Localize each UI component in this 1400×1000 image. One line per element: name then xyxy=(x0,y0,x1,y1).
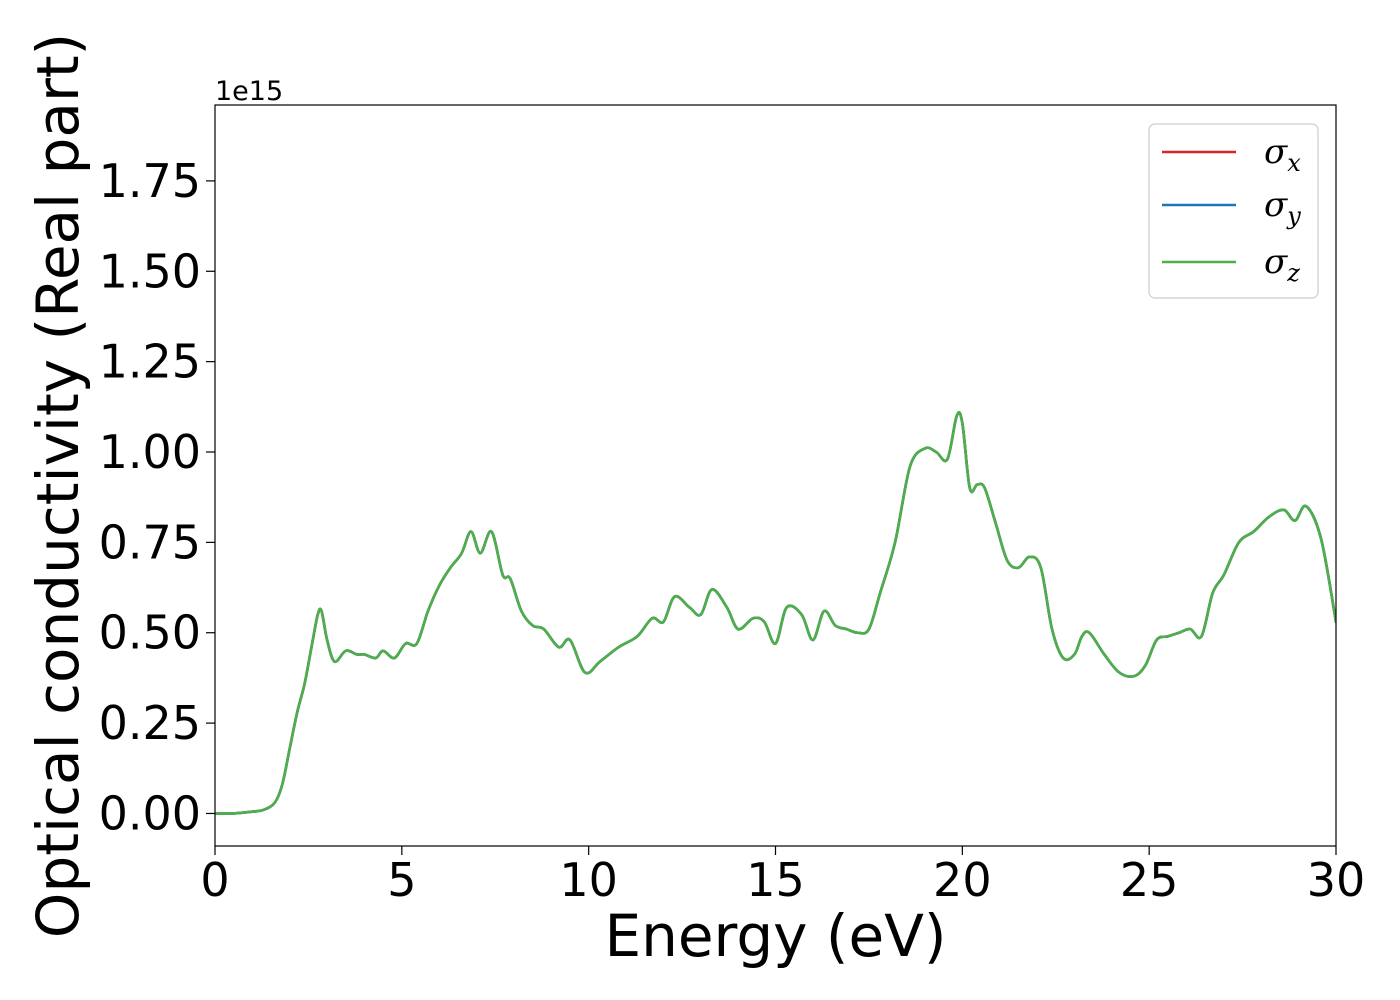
x-axis-label: Energy (eV) xyxy=(604,902,946,970)
y-tick-label: 1.75 xyxy=(99,154,201,208)
legend-label-x: σx xyxy=(1264,132,1301,177)
y-axis-label: Optical conductivity (Real part) xyxy=(24,33,92,938)
y-tick-label: 1.00 xyxy=(99,425,201,479)
x-tick-label: 10 xyxy=(559,853,618,907)
y-tick-label: 1.50 xyxy=(99,244,201,298)
x-tick-label: 20 xyxy=(933,853,992,907)
legend: σx σy σz xyxy=(1148,123,1319,299)
y-tick-label: 1.25 xyxy=(99,335,201,389)
y-axis-offset-text: 1e15 xyxy=(215,76,283,107)
x-tick-label: 30 xyxy=(1307,853,1366,907)
y-tick-label: 0.75 xyxy=(99,515,201,569)
y-tick-label: 0.50 xyxy=(99,606,201,660)
x-tick-label: 25 xyxy=(1120,853,1179,907)
series-line-z xyxy=(215,411,1336,815)
legend-label-y: σy xyxy=(1264,185,1301,230)
y-axis-ticks: 0.00 0.25 0.50 0.75 1.00 1.25 1.50 1.75 xyxy=(99,154,215,840)
x-tick-label: 0 xyxy=(200,853,229,907)
y-tick-label: 0.00 xyxy=(99,786,201,840)
y-tick-label: 0.25 xyxy=(99,696,201,750)
legend-box xyxy=(1148,123,1319,299)
x-tick-label: 15 xyxy=(746,853,805,907)
x-axis-ticks: 0 5 10 15 20 25 30 xyxy=(200,846,1365,907)
x-tick-label: 5 xyxy=(387,853,416,907)
legend-label-z: σz xyxy=(1264,242,1300,287)
series-lines xyxy=(215,411,1336,815)
